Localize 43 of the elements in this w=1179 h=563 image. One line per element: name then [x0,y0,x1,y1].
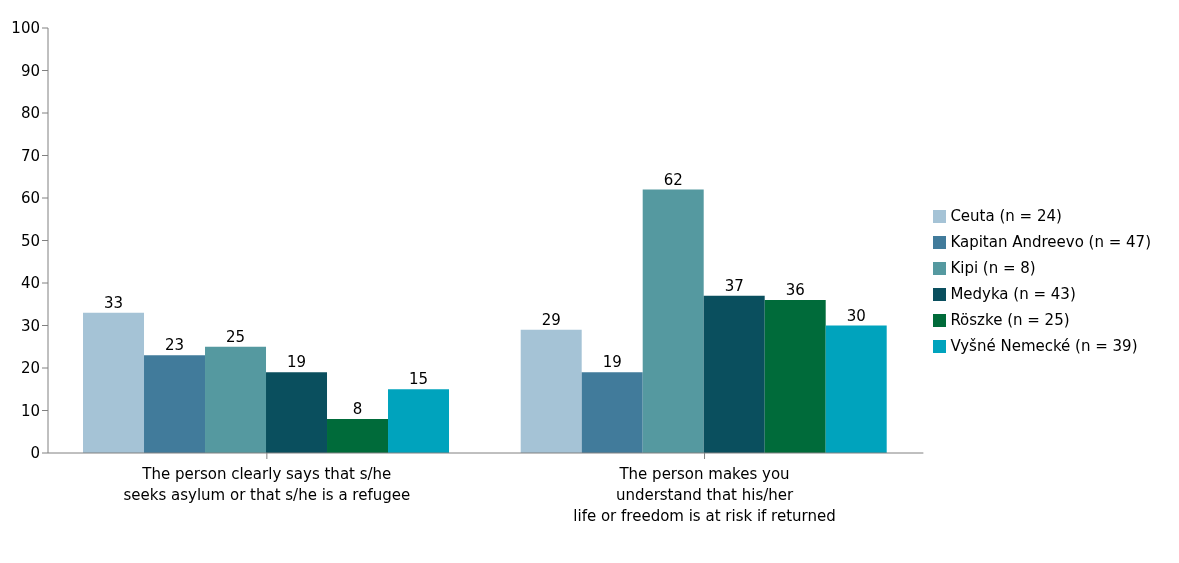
data-label: 15 [408,370,429,389]
y-tick-label: 20 [20,359,40,378]
data-label: 19 [602,353,622,372]
legend-label: Medyka (n = 43) [950,284,1076,303]
bar [144,355,206,453]
y-tick-label: 100 [11,19,40,38]
bar [388,389,450,453]
data-label: 36 [785,281,805,299]
legend-label: Ceuta (n = 24) [950,206,1062,225]
bar [764,300,826,453]
data-label: 8 [352,400,363,418]
data-label: 30 [846,306,866,325]
bar [642,189,704,453]
bar [520,329,582,453]
y-tick-label: 70 [20,146,40,165]
bar [83,312,145,453]
bar [205,346,267,453]
legend-label: Vyšné Nemecké (n = 39) [950,336,1138,355]
y-tick-label: 10 [20,401,40,420]
y-tick-label: 80 [20,104,40,123]
y-tick-label: 0 [30,444,40,463]
data-label: 23 [164,336,185,355]
y-tick-label: 40 [20,274,40,293]
y-tick-label: 50 [20,231,40,250]
bar [581,372,643,453]
x-tick-label: The person makes you understand that his/her life or freedom is at risk if returned [573,465,836,525]
data-label: 62 [663,170,683,189]
bar [266,372,328,453]
y-tick-label: 90 [20,61,40,80]
y-tick-label: 30 [20,316,40,335]
bar [825,325,887,453]
data-label: 19 [286,353,307,372]
bar [327,419,389,453]
data-label: 29 [541,310,561,329]
legend-label: Kipi (n = 8) [950,258,1036,277]
data-label: 25 [225,327,246,346]
data-label: 37 [724,276,744,295]
legend-label: Kapitan Andreevo (n = 47) [950,232,1151,251]
data-label: 33 [103,293,124,312]
x-tick-label: The person clearly says that s/he seeks asylum or that s/he is a refugee [123,465,411,504]
legend-label: Röszke (n = 25) [950,310,1070,329]
bar [703,295,765,453]
y-tick-label: 60 [20,189,40,208]
